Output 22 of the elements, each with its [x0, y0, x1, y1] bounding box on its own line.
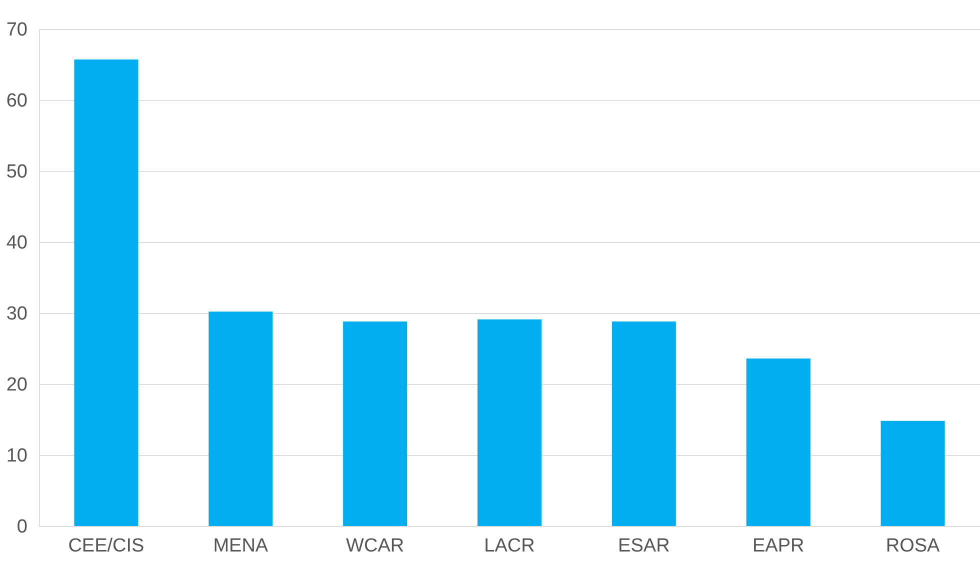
x-tick-label: LACR [484, 536, 535, 556]
y-tick-label: 60 [6, 90, 28, 112]
x-tick-label: ESAR [618, 536, 670, 556]
y-tick-label: 10 [6, 446, 28, 466]
x-tick-label: CEE/CIS [68, 536, 144, 556]
bar [746, 358, 810, 526]
y-tick-label: 70 [6, 20, 28, 40]
y-tick-label: 40 [6, 232, 28, 254]
y-tick-label: 0 [16, 516, 28, 538]
bar [74, 60, 138, 526]
bar [612, 322, 676, 526]
bar [880, 420, 945, 526]
bar [208, 312, 273, 526]
y-tick-label: 30 [6, 304, 28, 324]
bar [343, 322, 408, 526]
x-tick-label: EAPR [752, 536, 804, 556]
x-tick-label: MENA [213, 536, 268, 556]
bar [478, 319, 542, 526]
y-tick-label: 50 [6, 162, 28, 182]
x-tick-label: WCAR [346, 536, 404, 556]
y-tick-label: 20 [6, 374, 28, 396]
x-tick-label: ROSA [886, 536, 940, 556]
